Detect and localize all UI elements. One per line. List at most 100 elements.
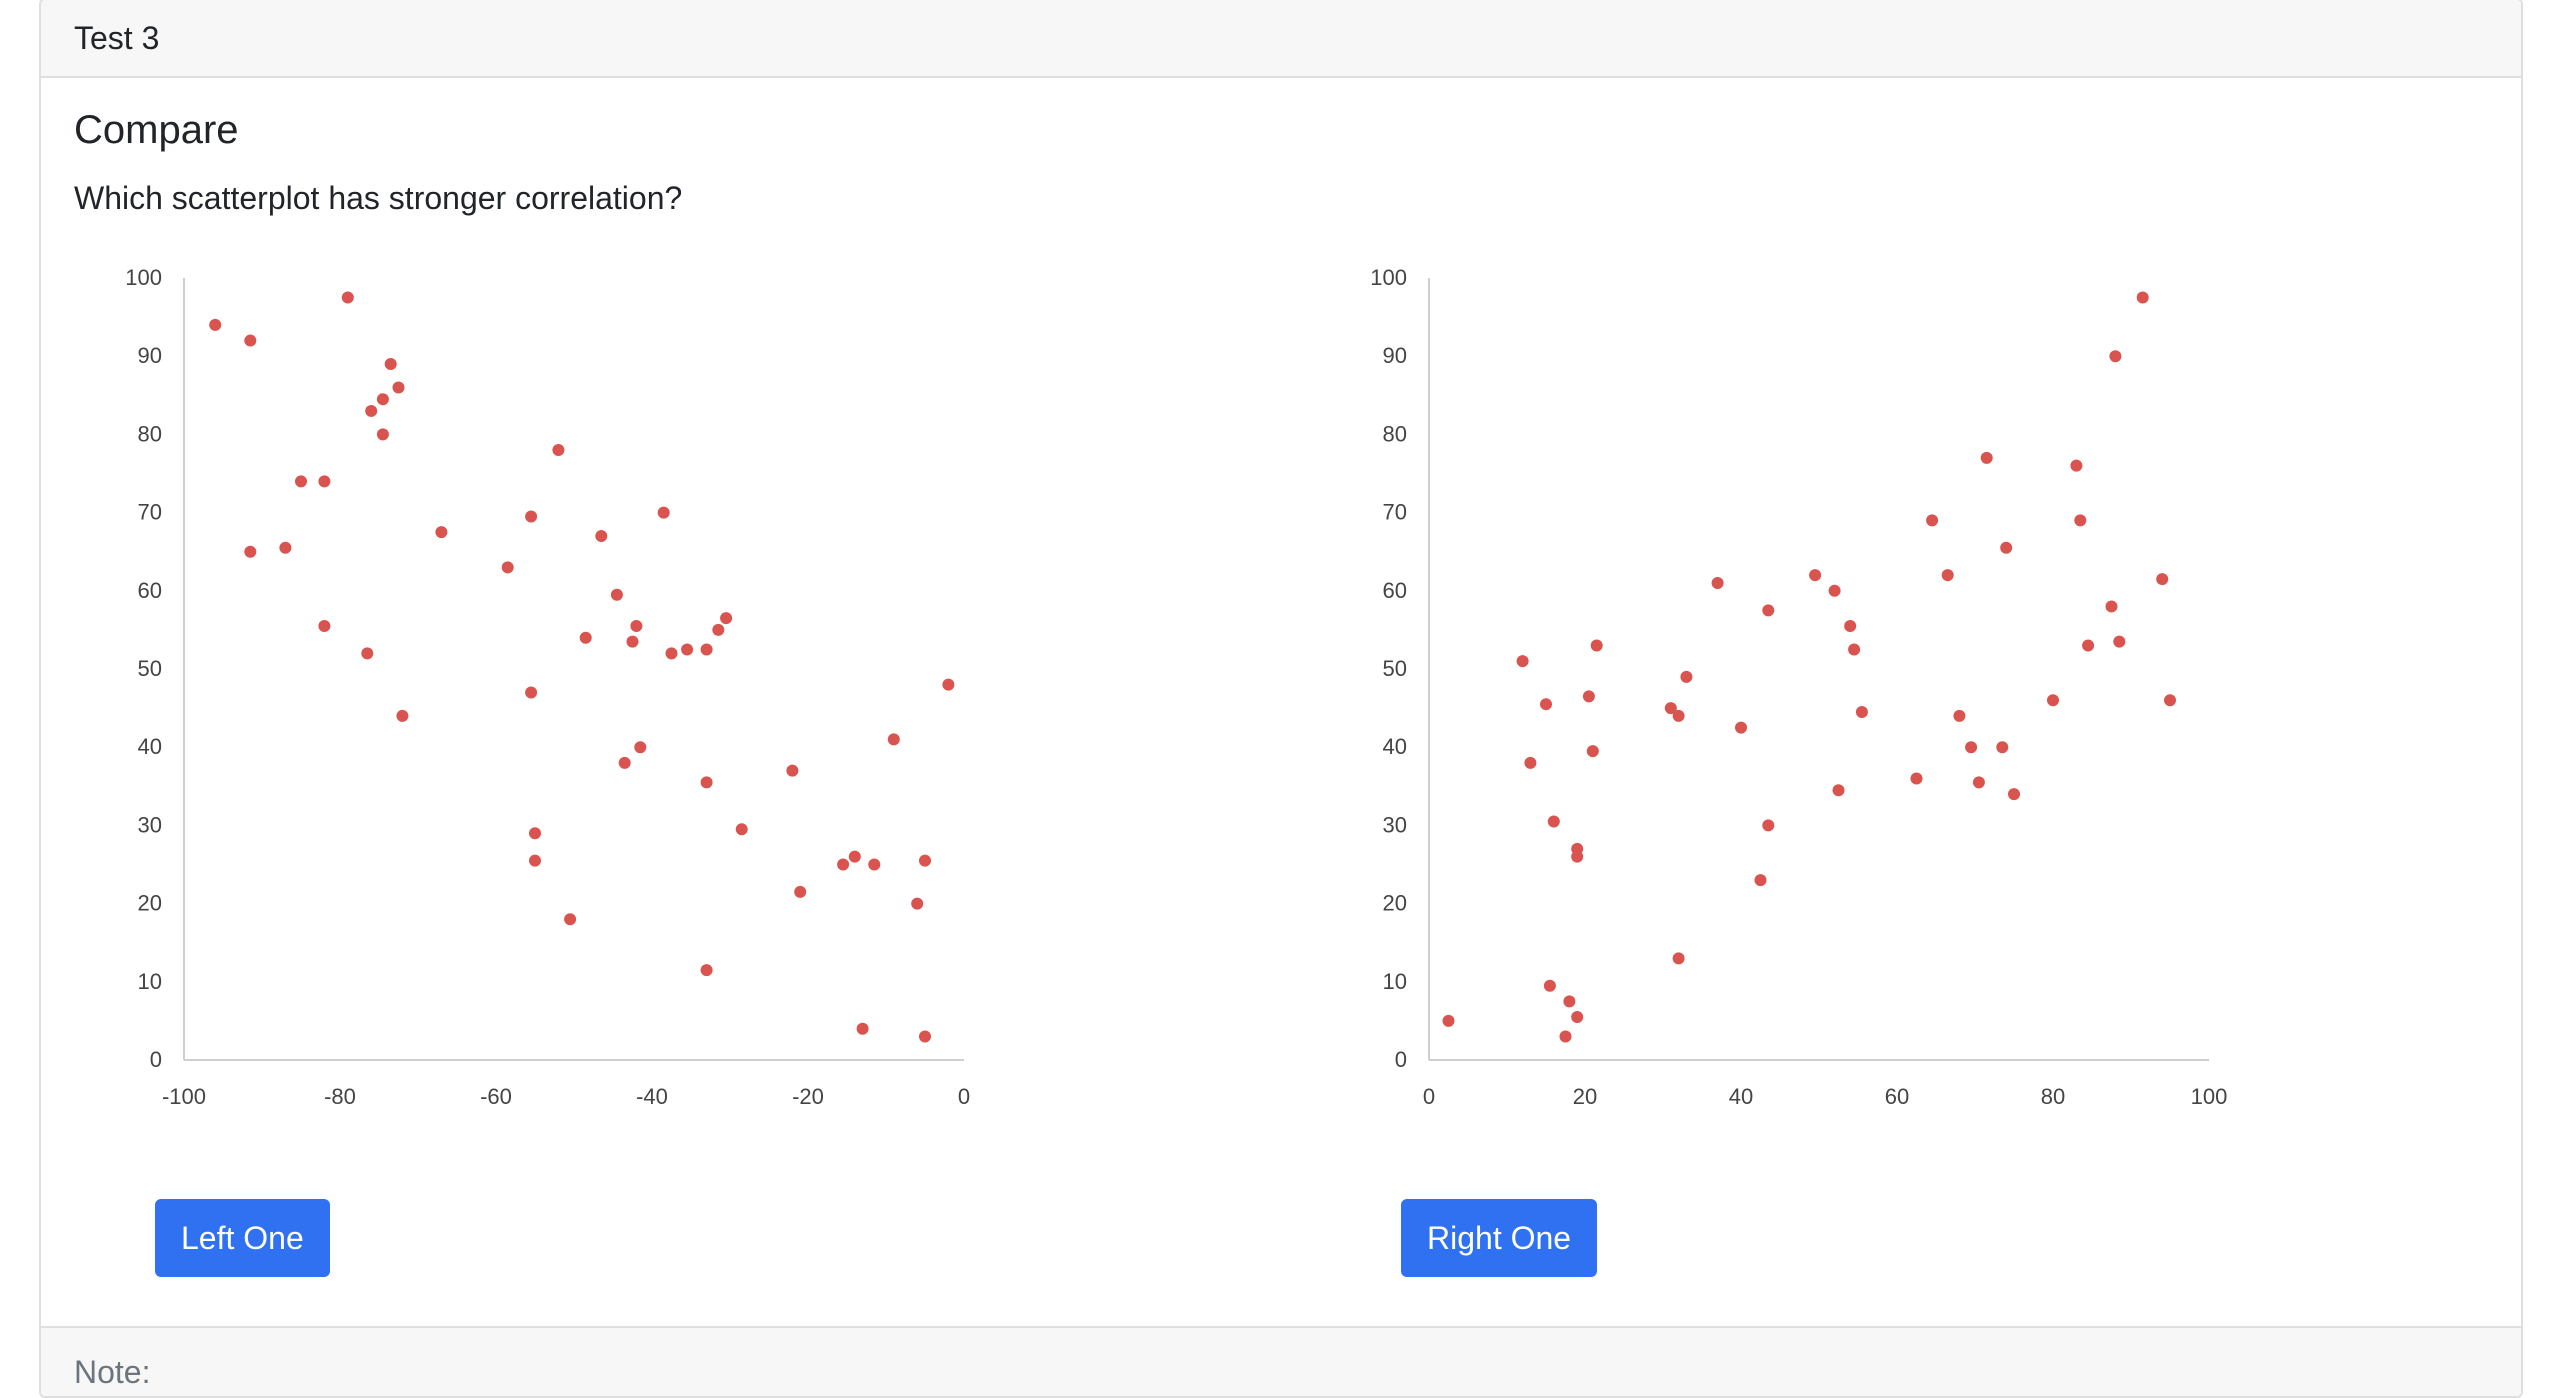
scatter-point: [376, 428, 389, 441]
scatter-point: [1672, 709, 1685, 722]
question-title: Compare: [74, 108, 239, 152]
scatter-point: [1664, 702, 1677, 715]
scatter-point: [665, 647, 678, 660]
scatter-point: [1848, 643, 1861, 656]
scatter-point: [2074, 514, 2087, 527]
scatter-point: [610, 588, 623, 601]
scatter-point: [341, 291, 354, 304]
y-tick-label: 30: [138, 812, 162, 837]
scatter-point: [720, 612, 733, 625]
x-tick-label: 20: [1573, 1084, 1597, 1109]
scatter-point: [1953, 709, 1966, 722]
scatter-point: [2136, 291, 2149, 304]
scatter-point: [700, 776, 713, 789]
scatter-point: [318, 619, 331, 632]
scatter-point: [279, 541, 292, 554]
scatter-point: [618, 756, 631, 769]
x-tick-label: -100: [162, 1084, 206, 1109]
test-title: Test 3: [74, 19, 160, 56]
x-tick-label: -20: [792, 1084, 824, 1109]
scatter-point: [794, 885, 807, 898]
x-tick-label: -80: [324, 1084, 356, 1109]
y-tick-label: 90: [1383, 343, 1407, 368]
scatter-point: [1543, 979, 1556, 992]
scatter-point: [244, 545, 257, 558]
y-tick-label: 20: [138, 891, 162, 916]
scatter-point: [1571, 850, 1584, 863]
scatter-point: [295, 475, 307, 488]
scatter-point: [848, 850, 861, 863]
scatter-point: [2082, 639, 2095, 652]
question-prompt: Which scatterplot has stronger correlati…: [74, 180, 683, 216]
scatter-point: [1711, 576, 1724, 589]
right-one-button[interactable]: Right One: [1401, 1199, 1598, 1277]
scatter-point: [529, 827, 541, 840]
scatter-point: [579, 631, 592, 644]
y-tick-label: 50: [1383, 656, 1407, 681]
scatter-point: [1762, 819, 1775, 832]
scatter-point: [887, 733, 900, 746]
scatter-point: [735, 823, 748, 836]
scatter-point: [1965, 741, 1978, 754]
test-card: Test 3 Compare Which scatterplot has str…: [39, 0, 2523, 1398]
left-one-button[interactable]: Left One: [155, 1199, 330, 1277]
scatter-point: [1809, 569, 1822, 582]
scatter-point: [2156, 573, 2169, 586]
scatter-point: [837, 858, 850, 871]
left-scatterplot: 0 10 20 30 40 50 60 70 80 90 100 -100 -80 -60 -40 -20 0: [125, 265, 970, 1109]
y-tick-label: 70: [1383, 500, 1407, 525]
scatter-point: [1855, 706, 1868, 719]
scatter-point: [1972, 776, 1985, 789]
scatter-point: [1586, 745, 1599, 758]
scatter-point: [942, 678, 955, 691]
scatter-point: [209, 318, 222, 331]
scatter-point: [564, 913, 577, 926]
y-tick-label: 30: [1383, 812, 1407, 837]
scatter-point: [435, 526, 448, 539]
scatter-point: [868, 858, 881, 871]
scatter-point: [1547, 815, 1560, 828]
scatter-point: [1590, 639, 1603, 652]
y-tick-label: 50: [138, 656, 162, 681]
scatter-point: [525, 686, 538, 699]
scatter-point: [1672, 952, 1685, 965]
scatter-point: [2000, 541, 2013, 554]
scatter-point: [2047, 694, 2059, 707]
card-header: Test 3: [41, 0, 2521, 78]
scatter-point: [700, 643, 713, 656]
scatter-point: [2105, 600, 2118, 613]
scatter-point: [1524, 756, 1537, 769]
y-tick-label: 100: [125, 265, 162, 290]
x-tick-label: 100: [2191, 1084, 2228, 1109]
scatter-point: [244, 334, 257, 347]
scatter-point: [2109, 350, 2122, 363]
scatter-point: [1926, 514, 1939, 527]
scatter-point: [2070, 459, 2083, 472]
scatter-point: [626, 635, 639, 648]
scatter-point: [1442, 1014, 1455, 1027]
scatter-point: [501, 561, 514, 574]
scatter-point: [681, 643, 694, 656]
x-tick-label: 40: [1729, 1084, 1753, 1109]
scatter-point: [365, 404, 378, 417]
y-tick-label: 10: [138, 969, 162, 994]
scatter-point: [2008, 788, 2020, 801]
x-tick-label: 80: [2041, 1084, 2065, 1109]
scatter-point: [1735, 721, 1747, 734]
scatter-point: [1980, 451, 1993, 464]
scatter-point: [384, 358, 397, 371]
x-tick-label: 60: [1885, 1084, 1909, 1109]
y-tick-label: 80: [1383, 421, 1407, 446]
scatter-point: [552, 444, 565, 457]
scatter-point: [1844, 619, 1857, 632]
scatter-point: [376, 393, 389, 406]
scatter-point: [1516, 655, 1529, 668]
y-tick-label: 40: [138, 734, 162, 759]
x-tick-label: -60: [480, 1084, 512, 1109]
scatter-point: [1754, 874, 1767, 887]
scatter-point: [1762, 604, 1775, 617]
x-tick-label: 0: [958, 1084, 970, 1109]
card-footer: Note:: [41, 1326, 2521, 1396]
scatter-point: [712, 623, 725, 636]
scatter-point: [1832, 784, 1845, 797]
